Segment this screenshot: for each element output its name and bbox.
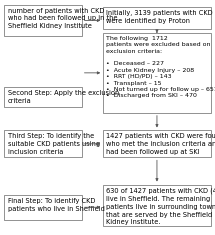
Text: number of patients with CKD
who had been followed up in the
Sheffield Kidney Ins: number of patients with CKD who had been… bbox=[8, 8, 117, 29]
Text: 630 of 1427 patients with CKD (47%)
live in Sheffield. The remaining
patients li: 630 of 1427 patients with CKD (47%) live… bbox=[106, 188, 215, 225]
FancyBboxPatch shape bbox=[103, 33, 211, 113]
FancyBboxPatch shape bbox=[103, 130, 211, 157]
Text: Second Step: Apply the exclusion
criteria: Second Step: Apply the exclusion criteri… bbox=[8, 90, 119, 104]
FancyBboxPatch shape bbox=[4, 195, 82, 220]
FancyBboxPatch shape bbox=[103, 185, 211, 226]
FancyBboxPatch shape bbox=[4, 87, 82, 107]
FancyBboxPatch shape bbox=[4, 5, 82, 36]
Text: The following  1712
patients were excluded based on
exclusion criteria:

•  Dece: The following 1712 patients were exclude… bbox=[106, 36, 215, 98]
Text: Third Step: To identify the
suitable CKD patients using
inclusion criteria: Third Step: To identify the suitable CKD… bbox=[8, 133, 100, 155]
FancyBboxPatch shape bbox=[4, 130, 82, 157]
Text: Initially, 3139 patients with CKD
were identified by Proton: Initially, 3139 patients with CKD were i… bbox=[106, 10, 213, 24]
Text: 1427 patients with CKD were found
who met the inclusion criteria and
had been fo: 1427 patients with CKD were found who me… bbox=[106, 133, 215, 155]
FancyBboxPatch shape bbox=[103, 7, 211, 29]
Text: Final Step: To identify CKD
patients who live in Sheffield: Final Step: To identify CKD patients who… bbox=[8, 198, 104, 212]
